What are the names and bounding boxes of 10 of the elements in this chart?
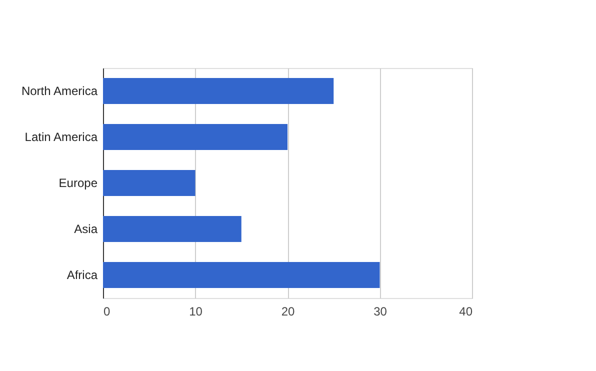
- y-tick-label: North America: [21, 84, 98, 98]
- x-tick-label: 40: [459, 304, 473, 318]
- y-tick-label: Asia: [74, 222, 98, 236]
- x-tick-label: 0: [104, 304, 110, 318]
- x-tick-label: 30: [374, 304, 388, 318]
- y-tick-label: Latin America: [24, 130, 98, 144]
- y-tick-label: Africa: [66, 268, 98, 282]
- y-tick-label: Europe: [58, 176, 98, 190]
- x-tick-label: 10: [189, 304, 203, 318]
- x-tick-label: 20: [281, 304, 295, 318]
